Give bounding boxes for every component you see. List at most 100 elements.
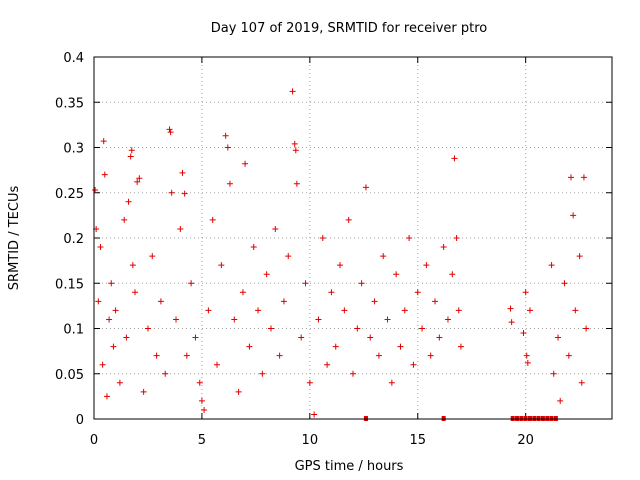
data-point — [384, 316, 391, 323]
data-point — [345, 216, 352, 223]
data-point — [406, 235, 413, 241]
data-point — [167, 129, 174, 136]
data-point — [555, 334, 562, 341]
data-point — [324, 361, 331, 368]
data-point — [140, 388, 147, 395]
data-point — [235, 388, 242, 395]
data-point — [99, 361, 106, 368]
x-tick-label: 0 — [90, 433, 98, 448]
data-point — [101, 171, 108, 178]
data-point — [453, 235, 460, 241]
data-point — [183, 352, 190, 359]
data-point — [123, 334, 130, 341]
data-point — [380, 253, 387, 260]
data-point — [162, 370, 169, 377]
data-point — [557, 397, 564, 404]
data-point — [319, 235, 326, 241]
x-tick-label: 10 — [302, 433, 319, 448]
data-point — [276, 352, 283, 359]
data-point — [576, 253, 583, 260]
data-point — [375, 352, 382, 359]
data-point — [567, 174, 574, 181]
data-point — [224, 144, 231, 151]
data-point — [315, 316, 322, 323]
data-point — [523, 352, 530, 359]
y-tick-label: 0.2 — [63, 232, 84, 247]
data-point — [92, 187, 99, 194]
data-point — [280, 298, 287, 305]
data-point — [106, 316, 113, 323]
data-point — [550, 370, 557, 377]
data-point — [311, 411, 318, 418]
data-point — [134, 178, 141, 185]
y-tick-label: 0 — [76, 413, 84, 428]
data-point — [97, 244, 104, 251]
data-point — [198, 397, 205, 404]
x-axis-label: GPS time / hours — [295, 459, 404, 474]
data-point — [293, 180, 300, 187]
data-point — [205, 307, 212, 314]
data-point — [173, 316, 180, 323]
data-point — [580, 174, 587, 181]
data-point — [116, 379, 123, 386]
data-point — [127, 153, 134, 160]
data-point — [572, 307, 579, 314]
data-point — [95, 298, 102, 305]
x-tick-label: 15 — [409, 433, 426, 448]
data-point — [388, 379, 395, 386]
data-point — [526, 307, 533, 314]
data-point — [565, 352, 572, 359]
y-tick-label: 0.1 — [63, 323, 84, 338]
y-tick-label: 0.35 — [55, 96, 84, 111]
data-point — [561, 280, 568, 287]
data-point — [419, 325, 426, 332]
data-point — [125, 198, 132, 205]
data-point — [272, 225, 279, 232]
data-point — [112, 307, 119, 314]
data-point — [397, 343, 404, 350]
data-point — [129, 262, 136, 269]
data-point — [136, 175, 143, 182]
data-point — [196, 379, 203, 386]
data-point — [226, 180, 233, 187]
data-point — [524, 359, 531, 366]
data-point — [414, 289, 421, 296]
data-point — [110, 343, 117, 350]
x-tick-label: 5 — [198, 433, 206, 448]
data-point — [371, 298, 378, 305]
data-point — [239, 289, 246, 296]
x-tick-label: 20 — [517, 433, 534, 448]
data-point — [520, 330, 527, 337]
data-point — [132, 289, 139, 296]
data-point — [337, 262, 344, 269]
y-tick-label: 0.15 — [55, 277, 84, 292]
data-point — [298, 334, 305, 341]
data-point — [427, 352, 434, 359]
data-point — [423, 262, 430, 269]
data-point — [188, 280, 195, 287]
data-point — [570, 212, 577, 219]
data-point — [250, 244, 257, 251]
grid-lines — [94, 57, 612, 419]
data-point — [291, 140, 298, 147]
data-point — [583, 325, 590, 332]
data-point — [214, 361, 221, 368]
data-point — [401, 307, 408, 314]
data-point — [267, 325, 274, 332]
data-point — [455, 307, 462, 314]
data-point — [440, 244, 447, 251]
data-point — [358, 280, 365, 287]
data-point — [242, 160, 249, 167]
data-point — [367, 334, 374, 341]
data-point — [192, 334, 199, 341]
data-point — [508, 319, 515, 326]
data-point — [201, 406, 208, 413]
data-point — [449, 271, 456, 278]
data-point — [144, 325, 151, 332]
data-point — [306, 379, 313, 386]
data-point — [457, 343, 464, 350]
data-point — [259, 370, 266, 377]
data-point — [341, 307, 348, 314]
